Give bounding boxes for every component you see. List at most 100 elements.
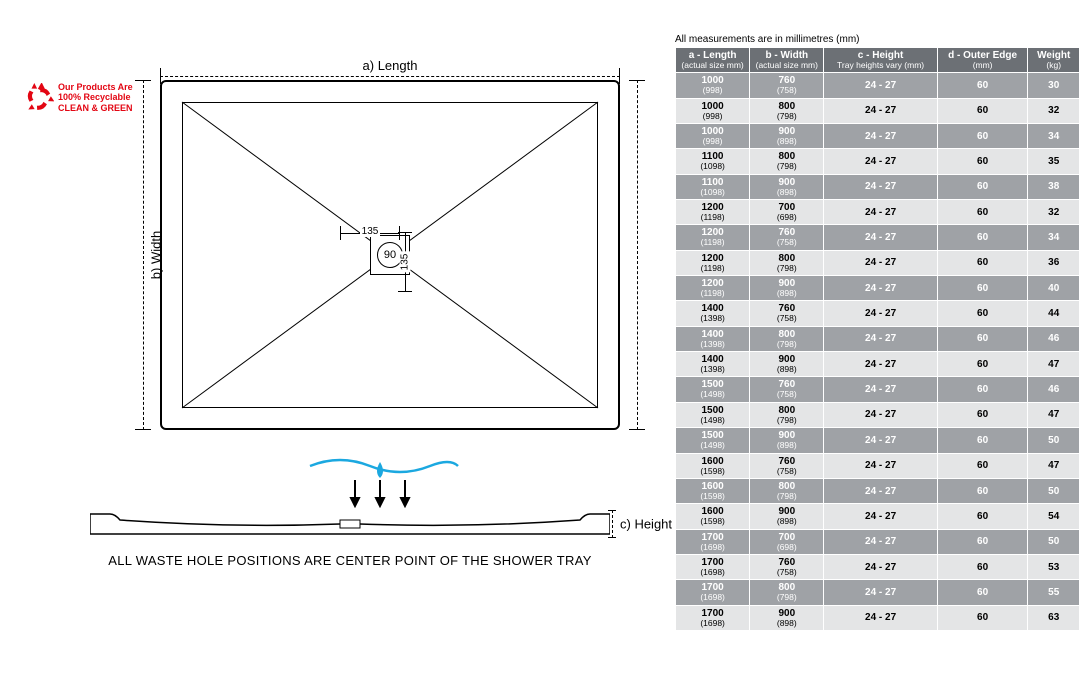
cell-length: 1700(1698) [676, 554, 750, 579]
cell-width: 900(898) [750, 428, 824, 453]
cell-weight: 32 [1028, 98, 1080, 123]
cell-weight: 50 [1028, 478, 1080, 503]
cell-outer-edge: 60 [937, 200, 1028, 225]
dim-c-label: c) Height [620, 517, 672, 532]
table-row: 1200(1198)760(758)24 - 276034 [676, 225, 1080, 250]
cell-height: 24 - 27 [824, 453, 937, 478]
cell-weight: 36 [1028, 250, 1080, 275]
cell-length: 1000(998) [676, 73, 750, 98]
cell-height: 24 - 27 [824, 174, 937, 199]
cell-width: 900(898) [750, 124, 824, 149]
cell-outer-edge: 60 [937, 250, 1028, 275]
cell-length: 1700(1698) [676, 529, 750, 554]
cell-length: 1600(1598) [676, 504, 750, 529]
table-row: 1200(1198)900(898)24 - 276040 [676, 276, 1080, 301]
cell-height: 24 - 27 [824, 250, 937, 275]
cell-weight: 47 [1028, 402, 1080, 427]
cell-length: 1400(1398) [676, 352, 750, 377]
cell-length: 1600(1598) [676, 453, 750, 478]
cell-length: 1200(1198) [676, 225, 750, 250]
cell-width: 900(898) [750, 174, 824, 199]
cell-height: 24 - 27 [824, 529, 937, 554]
table-caption: All measurements are in millimetres (mm) [675, 34, 1080, 45]
dim-drain-width: 135 [340, 226, 400, 240]
drain-height-value: 135 [400, 252, 411, 273]
cell-height: 24 - 27 [824, 402, 937, 427]
cell-weight: 44 [1028, 301, 1080, 326]
cell-weight: 54 [1028, 504, 1080, 529]
cell-height: 24 - 27 [824, 98, 937, 123]
cell-width: 800(798) [750, 478, 824, 503]
table-row: 1000(998)760(758)24 - 276030 [676, 73, 1080, 98]
waste-hole-note: ALL WASTE HOLE POSITIONS ARE CENTER POIN… [90, 553, 610, 568]
table-header: Weight(kg) [1028, 48, 1080, 73]
cell-outer-edge: 60 [937, 276, 1028, 301]
cell-width: 760(758) [750, 377, 824, 402]
cell-weight: 35 [1028, 149, 1080, 174]
cell-height: 24 - 27 [824, 124, 937, 149]
table-row: 1700(1698)760(758)24 - 276053 [676, 554, 1080, 579]
cell-weight: 34 [1028, 124, 1080, 149]
cell-outer-edge: 60 [937, 301, 1028, 326]
table-header: a - Length(actual size mm) [676, 48, 750, 73]
table-row: 1100(1098)800(798)24 - 276035 [676, 149, 1080, 174]
cell-weight: 50 [1028, 428, 1080, 453]
cell-weight: 38 [1028, 174, 1080, 199]
cell-height: 24 - 27 [824, 301, 937, 326]
tray-top-view: 90 [160, 80, 620, 430]
table-row: 1700(1698)800(798)24 - 276055 [676, 580, 1080, 605]
cell-width: 760(758) [750, 225, 824, 250]
recycle-line1: Our Products Are [58, 82, 133, 92]
cell-height: 24 - 27 [824, 554, 937, 579]
table-row: 1500(1498)900(898)24 - 276050 [676, 428, 1080, 453]
cell-weight: 55 [1028, 580, 1080, 605]
recycle-icon [24, 83, 54, 113]
cell-height: 24 - 27 [824, 73, 937, 98]
cell-outer-edge: 60 [937, 428, 1028, 453]
cell-outer-edge: 60 [937, 174, 1028, 199]
recycle-line2: 100% Recyclable [58, 92, 133, 102]
cell-length: 1200(1198) [676, 276, 750, 301]
cell-width: 900(898) [750, 504, 824, 529]
cell-outer-edge: 60 [937, 225, 1028, 250]
cell-length: 1100(1098) [676, 174, 750, 199]
cell-outer-edge: 60 [937, 529, 1028, 554]
cell-weight: 46 [1028, 377, 1080, 402]
cell-outer-edge: 60 [937, 478, 1028, 503]
cell-length: 1700(1698) [676, 580, 750, 605]
cell-outer-edge: 60 [937, 124, 1028, 149]
cell-height: 24 - 27 [824, 605, 937, 630]
cell-outer-edge: 60 [937, 402, 1028, 427]
drain-width-value: 135 [360, 226, 381, 237]
cell-width: 900(898) [750, 276, 824, 301]
cell-length: 1400(1398) [676, 301, 750, 326]
table-header: d - Outer Edge(mm) [937, 48, 1028, 73]
table-row: 1600(1598)760(758)24 - 276047 [676, 453, 1080, 478]
cell-width: 800(798) [750, 402, 824, 427]
cell-outer-edge: 60 [937, 326, 1028, 351]
dim-b-width: b) Width [132, 80, 154, 430]
cell-outer-edge: 60 [937, 504, 1028, 529]
cell-weight: 47 [1028, 453, 1080, 478]
cell-weight: 53 [1028, 554, 1080, 579]
cell-weight: 50 [1028, 529, 1080, 554]
dim-drain-height: 135 [398, 232, 412, 292]
cell-height: 24 - 27 [824, 428, 937, 453]
cell-height: 24 - 27 [824, 200, 937, 225]
cell-width: 700(698) [750, 200, 824, 225]
cell-width: 800(798) [750, 149, 824, 174]
diagram-panel: Our Products Are 100% Recyclable CLEAN &… [0, 0, 650, 700]
cell-outer-edge: 60 [937, 98, 1028, 123]
table-row: 1500(1498)800(798)24 - 276047 [676, 402, 1080, 427]
cell-weight: 63 [1028, 605, 1080, 630]
table-row: 1700(1698)900(898)24 - 276063 [676, 605, 1080, 630]
dim-a-length: a) Length [160, 58, 620, 73]
tray-side-view [90, 510, 610, 538]
cell-length: 1200(1198) [676, 250, 750, 275]
table-row: 1400(1398)760(758)24 - 276044 [676, 301, 1080, 326]
cell-outer-edge: 60 [937, 453, 1028, 478]
recycle-line3: CLEAN & GREEN [58, 103, 133, 113]
table-row: 1700(1698)700(698)24 - 276050 [676, 529, 1080, 554]
cell-width: 800(798) [750, 250, 824, 275]
dim-d-outer-edge: d) Tray Outer Edge Width [626, 80, 648, 430]
